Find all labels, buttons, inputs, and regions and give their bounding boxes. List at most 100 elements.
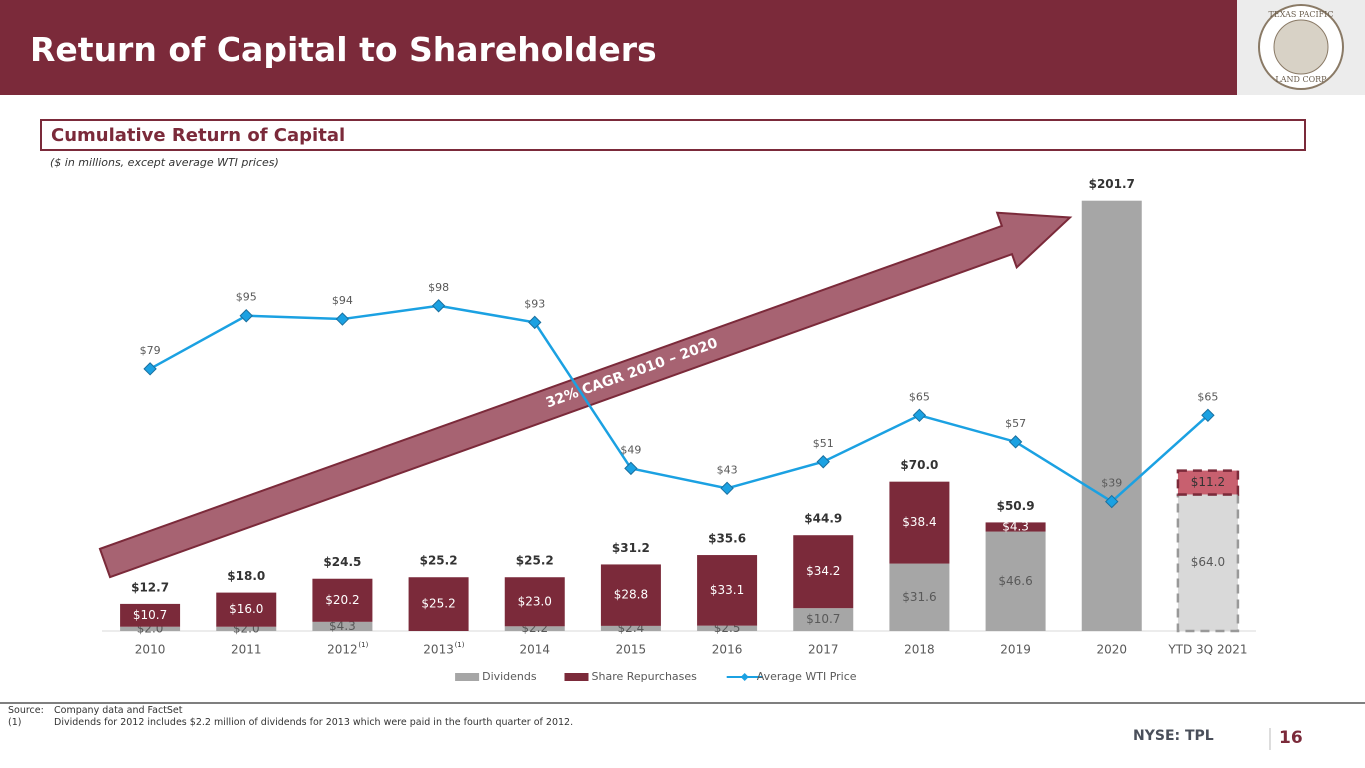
total-label: $201.7 (1089, 177, 1135, 191)
total-label: $44.9 (804, 512, 842, 526)
header-band: Return of Capital to Shareholders (0, 0, 1237, 95)
bar-segment (216, 592, 277, 627)
logo-seal (1273, 19, 1329, 75)
bar-segment (697, 555, 758, 626)
bar-segment (1176, 469, 1240, 496)
bar-value-label: $28.8 (614, 588, 648, 602)
x-tick-label: YTD 3Q 2021 (1167, 643, 1247, 657)
bar-segment (985, 522, 1046, 532)
legend-label: Average WTI Price (757, 670, 857, 683)
bar-value-label: $16.0 (229, 602, 263, 616)
bar-value-label: $11.2 (1191, 475, 1225, 489)
source-label: Source: (8, 705, 44, 716)
x-tick-label: 2011 (231, 643, 262, 657)
line-marker (1201, 408, 1215, 423)
bar-value-label: $10.7 (133, 608, 167, 622)
line-value-label: $93 (524, 297, 545, 310)
x-tick-label: 2014 (519, 643, 550, 657)
total-label: $12.7 (131, 580, 169, 594)
line-value-label: $94 (332, 294, 353, 307)
section-box: Cumulative Return of Capital (40, 119, 1306, 151)
bar-segment (408, 577, 469, 631)
bar-segment (312, 621, 373, 631)
line-marker (1105, 494, 1119, 509)
line-value-label: $51 (813, 437, 834, 450)
page-number: 16 (1279, 728, 1303, 748)
arrow-shape (98, 211, 1073, 579)
bar-segment (697, 625, 758, 631)
bar-segment (1081, 200, 1142, 631)
section-subtitle: ($ in millions, except average WTI price… (50, 156, 279, 169)
line-marker (816, 455, 830, 469)
line-marker (335, 312, 350, 326)
bar-segment (1176, 493, 1240, 633)
line-series (149, 304, 1209, 504)
line-value-label: $98 (428, 281, 449, 294)
line-marker (624, 461, 638, 476)
legend-label: Dividends (482, 670, 537, 683)
total-label: $24.5 (323, 555, 361, 569)
cagr-annotation: 32% CAGR 2010 – 2020 (544, 335, 720, 411)
logo-top-text: TEXAS PACIFIC (1269, 10, 1334, 19)
bar-value-label: $4.3 (329, 619, 356, 633)
bar-segment (793, 608, 854, 631)
source-text: Company data and FactSet (54, 705, 183, 716)
line-value-label: $39 (1101, 477, 1122, 490)
bar-value-label: $31.6 (902, 590, 936, 604)
line-value-label: $79 (140, 344, 161, 357)
line-value-label: $49 (620, 443, 641, 456)
bar-segment (504, 626, 565, 631)
x-tick-label: 2013 (423, 643, 454, 657)
bar-segment (889, 481, 950, 564)
bar-segment (120, 626, 181, 631)
bar-value-label: $10.7 (806, 612, 840, 626)
x-tick-footnote: (1) (358, 641, 368, 649)
line-value-label: $95 (236, 291, 257, 304)
total-label: $25.2 (516, 554, 554, 568)
bar-value-label: $4.3 (1002, 520, 1029, 534)
logo-bottom-text: LAND CORP (1275, 75, 1327, 84)
bar-value-label: $23.0 (518, 594, 552, 608)
note-text: Dividends for 2012 includes $2.2 million… (54, 717, 574, 728)
bar-value-label: $20.2 (325, 593, 359, 607)
x-tick-footnote: (1) (455, 641, 465, 649)
note-label: (1) (8, 717, 22, 728)
total-label: $31.2 (612, 541, 650, 555)
x-tick-label: 2015 (616, 643, 647, 657)
bar-value-label: $25.2 (421, 597, 455, 611)
x-tick-label: 2019 (1000, 643, 1031, 657)
bar-segment (600, 625, 661, 631)
logo-area: TEXAS PACIFIC LAND CORP (1237, 0, 1365, 95)
bar-segment (504, 577, 565, 627)
line-marker (528, 315, 542, 330)
total-label: $18.0 (227, 569, 265, 583)
x-tick-label: 2018 (904, 643, 935, 657)
legend-swatch (564, 673, 589, 681)
line-marker (912, 408, 927, 423)
bar-value-label: $38.4 (902, 515, 936, 529)
line-value-label: $43 (717, 463, 738, 476)
x-tick-label: 2012 (327, 643, 358, 657)
bar-segment (985, 531, 1046, 631)
line-value-label: $65 (909, 390, 930, 403)
line-layer: $79 $95 $94 $98 $93 $49 $43 $51 $65 $57 $39 $65 (140, 281, 1218, 509)
legend-marker (740, 673, 749, 681)
legend-label: Share Repurchases (592, 670, 698, 683)
bar-segment (216, 626, 277, 631)
section-title: Cumulative Return of Capital (51, 125, 346, 146)
x-tick-label: 2020 (1096, 643, 1127, 657)
x-tick-label: 2016 (712, 643, 743, 657)
bar-value-label: $34.2 (806, 564, 840, 578)
bar-value-label: $46.6 (998, 574, 1032, 588)
total-label: $70.0 (900, 458, 938, 472)
line-value-label: $57 (1005, 417, 1026, 430)
bar-value-label: $33.1 (710, 583, 744, 597)
bar-segment (600, 564, 661, 626)
total-label: $35.6 (708, 532, 746, 546)
bar-layer: $2.0$10.7$12.7$2.0$16.0$18.0$4.3$20.2$24… (102, 177, 1256, 635)
bar-segment (312, 578, 373, 622)
line-value-label: $65 (1197, 390, 1218, 403)
x-tick-label: 2010 (135, 643, 166, 657)
